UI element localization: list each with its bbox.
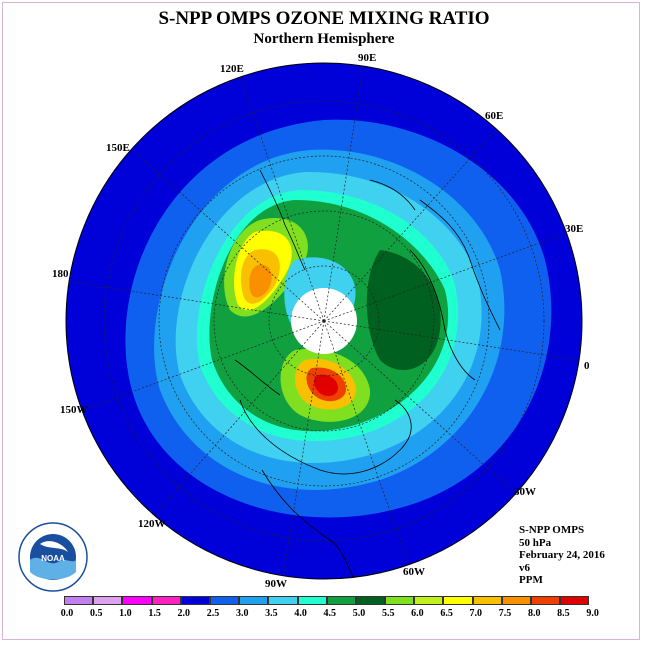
colorbar-cell bbox=[151, 596, 181, 605]
colorbar-cell bbox=[122, 596, 152, 605]
graticule bbox=[66, 63, 582, 579]
noaa-logo: NOAA bbox=[18, 522, 88, 592]
lon-label-90w: 90W bbox=[265, 578, 287, 590]
info-block: S-NPP OMPS 50 hPa February 24, 2016 v6 P… bbox=[519, 524, 605, 587]
info-instrument: S-NPP OMPS bbox=[519, 524, 585, 536]
colorbar-tick-label: 1.0 bbox=[119, 608, 132, 619]
map-title: S-NPP OMPS OZONE MIXING RATIO bbox=[158, 8, 490, 29]
figure-frame bbox=[2, 2, 640, 640]
colorbar-tick-label: 4.5 bbox=[323, 608, 337, 619]
colorbar-tick-label: 3.5 bbox=[265, 608, 278, 619]
coastlines bbox=[234, 169, 501, 579]
colorbar bbox=[64, 596, 590, 606]
colorbar-tick-label: 7.5 bbox=[498, 608, 512, 619]
colorbar-cell bbox=[560, 596, 590, 605]
colorbar-cell bbox=[501, 596, 531, 605]
colorbar-tick-label: 8.5 bbox=[557, 608, 570, 619]
info-version: v6 bbox=[519, 561, 530, 574]
globe-outline bbox=[65, 62, 583, 580]
colorbar-tick-label: 2.5 bbox=[206, 608, 220, 619]
colorbar-ticks: 0.0 0.5 1.0 1.5 2.0 2.5 3.0 3.5 4.0 4.5 5.0 5.5 6.0 6… bbox=[0, 608, 648, 622]
colorbar-cell bbox=[414, 596, 444, 605]
colorbar-tick-label: 7.0 bbox=[469, 608, 483, 619]
colorbar-cell bbox=[472, 596, 502, 605]
lon-label-180: 180 bbox=[52, 268, 69, 280]
lon-label-150e: 150E bbox=[106, 142, 130, 154]
colorbar-tick-label: 3.0 bbox=[235, 608, 249, 619]
colorbar-tick-label: 9.0 bbox=[586, 608, 599, 619]
lon-label-30w: 30W bbox=[514, 486, 536, 498]
lon-label-60w: 60W bbox=[403, 566, 425, 578]
colorbar-tick-label: 0.5 bbox=[89, 608, 103, 619]
lon-label-120w: 120W bbox=[138, 518, 166, 530]
colorbar-tick-label: 5.5 bbox=[381, 608, 395, 619]
colorbar-tick-label: 8.0 bbox=[527, 608, 541, 619]
lon-label-90e: 90E bbox=[358, 52, 377, 64]
colorbar-cell bbox=[64, 596, 94, 605]
colorbar-cell bbox=[268, 596, 298, 605]
info-date: February 24, 2016 bbox=[519, 549, 605, 561]
colorbar-cell bbox=[297, 596, 327, 605]
colorbar-tick-label: 1.5 bbox=[148, 608, 161, 619]
colorbar-cell bbox=[209, 596, 240, 605]
colorbar-tick-label: 2.0 bbox=[177, 608, 191, 619]
info-units: PPM bbox=[519, 574, 543, 586]
colorbar-tick-label: 4.0 bbox=[294, 608, 307, 619]
info-level: 50 hPa bbox=[519, 536, 552, 549]
colorbar-cell bbox=[355, 596, 386, 605]
lon-label-120e: 120E bbox=[220, 63, 244, 75]
colorbar-tick-label: 6.0 bbox=[411, 608, 424, 619]
colorbar-tick-label: 0.0 bbox=[60, 608, 74, 619]
colorbar-cell bbox=[180, 596, 210, 605]
map-subtitle: Northern Hemisphere bbox=[253, 31, 395, 47]
svg-text:NOAA: NOAA bbox=[41, 554, 65, 563]
colorbar-tick-label: 5.0 bbox=[352, 608, 366, 619]
colorbar-tick-label: 6.5 bbox=[440, 608, 453, 619]
colorbar-cell bbox=[239, 596, 269, 605]
lon-label-30e: 30E bbox=[565, 223, 584, 235]
colorbar-cell bbox=[531, 596, 561, 605]
lon-label-0: 0 bbox=[584, 360, 590, 372]
colorbar-cell bbox=[93, 596, 123, 605]
colorbar-cell bbox=[326, 596, 356, 605]
colorbar-cell bbox=[385, 596, 415, 605]
ozone-field bbox=[66, 63, 582, 579]
colorbar-cell bbox=[443, 596, 473, 605]
lon-label-60e: 60E bbox=[485, 110, 504, 122]
lon-label-150w: 150W bbox=[60, 404, 88, 416]
